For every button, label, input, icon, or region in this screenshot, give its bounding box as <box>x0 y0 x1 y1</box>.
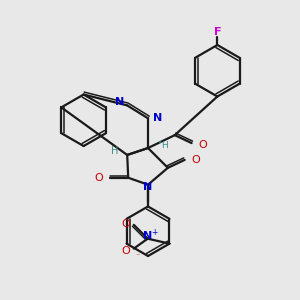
Text: N: N <box>115 98 124 107</box>
Text: N: N <box>143 231 152 241</box>
Text: ⁻: ⁻ <box>136 251 140 260</box>
Text: N: N <box>143 182 153 192</box>
Text: O: O <box>95 173 103 183</box>
Text: O: O <box>199 140 207 150</box>
Text: O: O <box>121 219 130 229</box>
Text: H: H <box>111 146 118 156</box>
Text: N: N <box>153 113 162 123</box>
Text: +: + <box>152 228 158 237</box>
Text: O: O <box>192 155 200 165</box>
Text: F: F <box>214 27 221 37</box>
Text: ''H: ''H <box>157 140 169 149</box>
Text: O: O <box>121 246 130 256</box>
